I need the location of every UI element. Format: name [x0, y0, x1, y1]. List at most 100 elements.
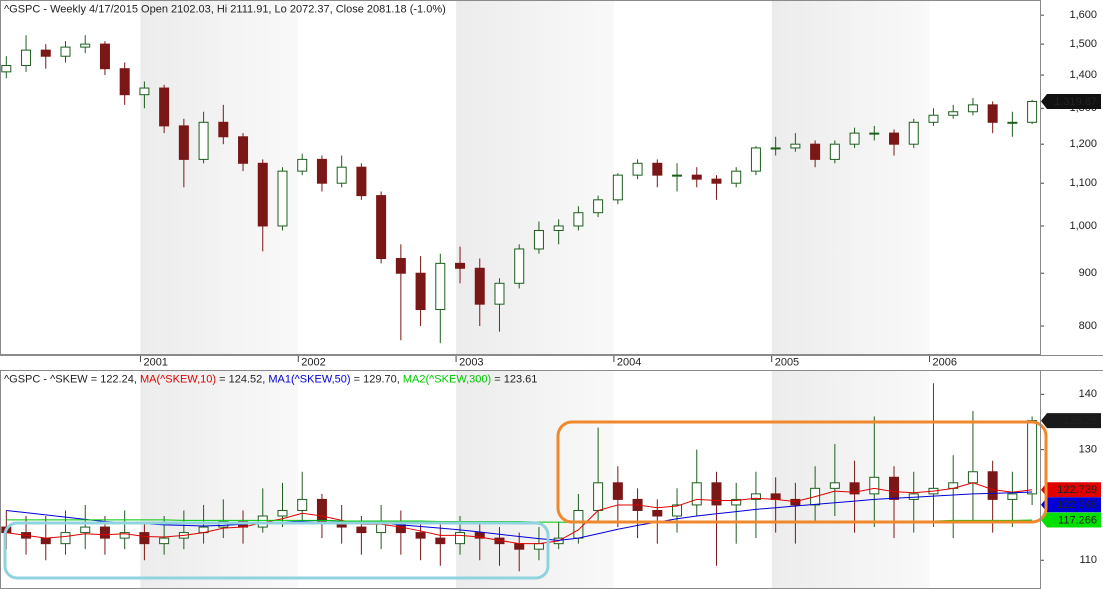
- legend-value: = 123.61: [494, 373, 537, 385]
- candle-body: [80, 526, 91, 534]
- candle-body: [533, 543, 544, 550]
- candle-body: [60, 46, 71, 57]
- y-tick-label: 900: [1079, 267, 1097, 279]
- x-tick-label: 2002: [301, 356, 325, 368]
- price-marker: [1041, 413, 1101, 429]
- candle-body: [1007, 121, 1018, 124]
- candle-body: [494, 282, 505, 305]
- candle-body: [573, 212, 584, 227]
- candle-body: [750, 147, 761, 172]
- candle-body: [336, 166, 347, 184]
- candle-body: [652, 509, 663, 517]
- candle-body: [159, 87, 170, 127]
- y-tick-label: 130: [1079, 444, 1097, 456]
- candle-body: [612, 174, 623, 201]
- year-shading: [140, 371, 299, 589]
- candle-body: [119, 68, 130, 96]
- candle-body: [1, 65, 12, 73]
- y-tick-label: 140: [1079, 388, 1097, 400]
- candle-body: [691, 482, 702, 506]
- candle-body: [672, 174, 683, 177]
- candle-body: [750, 493, 761, 500]
- candle-body: [889, 132, 900, 145]
- candle-body: [612, 482, 623, 500]
- candle-body: [514, 543, 525, 550]
- candle-body: [790, 143, 801, 149]
- candle-body: [40, 49, 51, 57]
- candle-body: [415, 272, 426, 311]
- candle-body: [119, 532, 130, 539]
- legend-title: ^GSPC - ^SKEW = 122.24,: [4, 373, 137, 385]
- price-marker-label: 122.739: [1057, 484, 1097, 496]
- candle-body: [435, 537, 446, 545]
- candle-body: [770, 493, 781, 500]
- legend-name: MA1(^SKEW,50): [268, 373, 350, 385]
- candle-body: [455, 532, 466, 545]
- candle-body: [159, 537, 170, 545]
- legend-name: MA(^SKEW,10): [140, 373, 216, 385]
- candle-body: [415, 532, 426, 539]
- candle-body: [316, 158, 327, 184]
- candle-body: [40, 537, 51, 545]
- x-tick-label: 2004: [617, 356, 641, 368]
- candle-body: [139, 87, 150, 96]
- ma-line: [6, 482, 1033, 545]
- year-shading: [456, 371, 614, 589]
- x-tick-label: 2003: [459, 356, 483, 368]
- candle-body: [277, 509, 288, 517]
- pane-title: ^GSPC - Weekly 4/17/2015 Open 2102.03, H…: [4, 3, 446, 15]
- legend-value: = 129.70,: [354, 373, 400, 385]
- candle-body: [869, 476, 880, 495]
- last-price-label: 1,319.87: [1054, 96, 1097, 108]
- year-shading: [771, 371, 930, 589]
- candle-body: [810, 143, 821, 160]
- candle-body: [967, 104, 978, 113]
- x-tick-label: 2001: [143, 356, 167, 368]
- candle-body: [356, 166, 367, 197]
- x-tick-label: 2005: [775, 356, 799, 368]
- candle-body: [1027, 420, 1038, 495]
- candle-body: [218, 121, 229, 138]
- candle-body: [316, 498, 327, 523]
- candle-body: [553, 225, 564, 231]
- candle-body: [1027, 100, 1038, 123]
- candle-body: [435, 262, 446, 311]
- candle-body: [869, 132, 880, 135]
- y-tick-label: 1,000: [1069, 220, 1097, 232]
- y-tick-label: 1,500: [1069, 38, 1097, 50]
- pane-legend: ^GSPC - ^SKEW = 122.24, MA(^SKEW,10) = 1…: [4, 373, 537, 385]
- candle-body: [731, 170, 742, 184]
- price-pane-frame: [0, 0, 1041, 355]
- candle-body: [632, 162, 643, 176]
- y-tick-label: 110: [1079, 554, 1097, 566]
- candle-body: [514, 248, 525, 284]
- highlight-low-skew: [3, 521, 550, 580]
- y-tick-label: 800: [1079, 320, 1097, 332]
- candle-body: [238, 136, 249, 164]
- price-marker: [1041, 482, 1101, 498]
- candle-body: [829, 143, 840, 160]
- candle-body: [849, 482, 860, 495]
- candle-body: [297, 158, 308, 172]
- candle-body: [593, 482, 604, 511]
- ma-line: [6, 491, 1033, 541]
- candle-body: [770, 147, 781, 150]
- candle-body: [967, 471, 978, 484]
- candle-body: [889, 476, 900, 500]
- y-tick-label: 1,600: [1069, 9, 1097, 21]
- candle-body: [987, 471, 998, 500]
- candle-body: [60, 532, 71, 545]
- candle-body: [474, 267, 485, 305]
- candle-body: [99, 43, 110, 70]
- candle-body: [790, 498, 801, 506]
- last-price-marker: [1041, 93, 1101, 109]
- candle-body: [573, 509, 584, 539]
- candle-body: [652, 162, 663, 176]
- candle-body: [474, 532, 485, 539]
- candle-body: [691, 174, 702, 180]
- candle-body: [829, 482, 840, 489]
- candle-body: [376, 195, 387, 260]
- candle-body: [711, 178, 722, 184]
